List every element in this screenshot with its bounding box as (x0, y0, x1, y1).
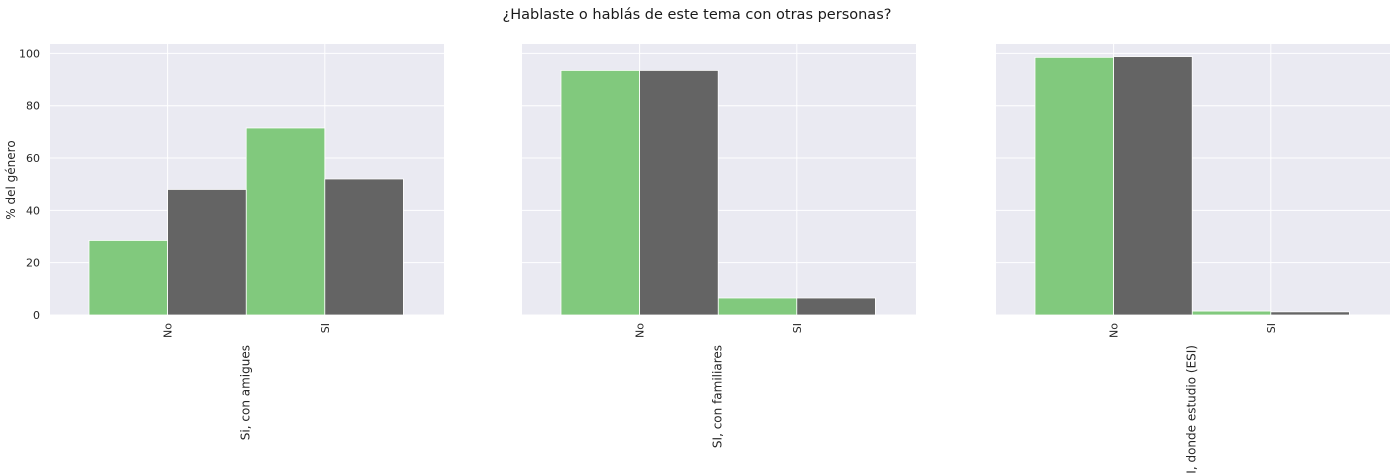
y-tick-label: 40 (26, 204, 40, 217)
bar (1034, 56, 1114, 316)
x-tick-label: No (634, 323, 647, 338)
y-axis-label: % del género (4, 140, 18, 219)
y-tick-label: 100 (19, 47, 40, 60)
y-tick-label: 80 (26, 100, 40, 113)
bar (1270, 311, 1350, 316)
bar (1191, 310, 1272, 316)
x-tick-label: SI (791, 323, 804, 333)
bar (560, 70, 640, 316)
bar (88, 240, 168, 316)
chart-title: ¿Hablaste o hablás de este tema con otra… (503, 7, 892, 23)
x-axis-label: SI, donde estudio (ESI) (1185, 345, 1199, 474)
bar (324, 178, 404, 316)
chart-panel-3: No SI SI, donde estudio (ESI) (996, 44, 1390, 474)
x-tick-label: SI (319, 323, 332, 333)
x-axis-label: SI, con familiares (711, 345, 725, 448)
chart-panel-1: 0 20 40 60 80 100 No SI Si, con amigues (19, 44, 444, 440)
chart-panel-2: No SI SI, con familiares (522, 44, 916, 448)
y-tick-label: 60 (26, 152, 40, 165)
bar (796, 297, 876, 316)
x-tick-label: No (1108, 323, 1121, 338)
bar (167, 189, 247, 316)
y-tick-label: 20 (26, 257, 40, 270)
bar (639, 70, 719, 316)
bar (1113, 56, 1193, 316)
x-tick-label: SI (1265, 323, 1278, 333)
x-axis-label: Si, con amigues (239, 345, 253, 440)
bar (717, 297, 798, 316)
x-tick-label: No (162, 323, 175, 338)
bar (245, 127, 326, 316)
y-tick-label: 0 (33, 309, 40, 322)
